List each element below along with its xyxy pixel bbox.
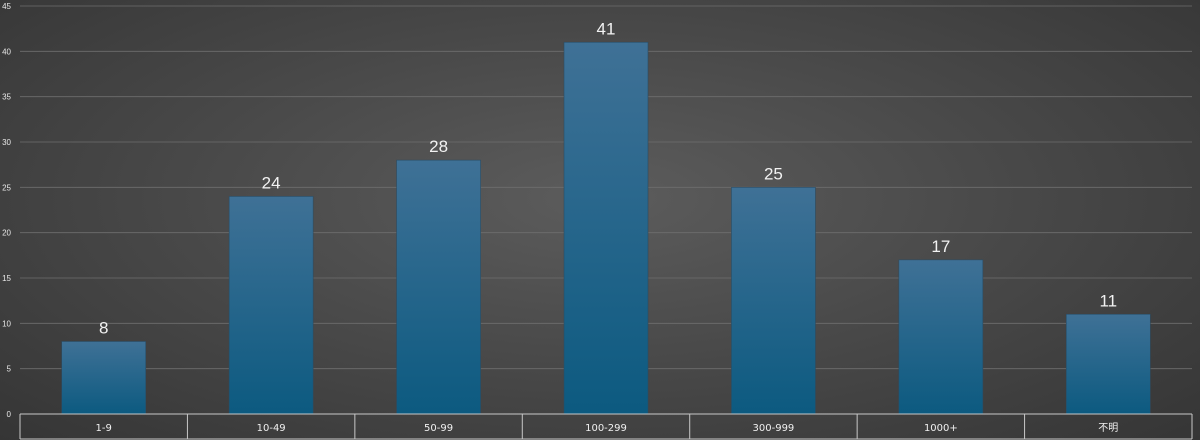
data-labels: 8 24 28 41 25 17 11	[99, 19, 1117, 337]
bar-6	[898, 259, 984, 415]
y-tick-label: 5	[7, 365, 12, 374]
bars	[61, 41, 1151, 415]
x-tick-label: 10-49	[257, 423, 286, 434]
bar-3	[396, 159, 481, 415]
x-tick-label: 300-999	[753, 423, 795, 434]
y-tick-label: 40	[2, 47, 11, 56]
bar-1	[61, 341, 147, 415]
bar-7	[1065, 313, 1151, 415]
data-label: 24	[262, 173, 281, 192]
bar-2	[228, 196, 314, 415]
data-label: 17	[931, 237, 950, 256]
x-tick-label: 100-299	[585, 423, 627, 434]
data-label: 8	[99, 318, 108, 337]
x-tick-label: 1000+	[924, 423, 958, 434]
y-tick-label: 25	[2, 183, 11, 192]
data-label: 41	[597, 19, 616, 38]
y-axis-ticks: 0 5 10 15 20 25 30 35 40 45	[2, 2, 11, 419]
y-tick-label: 30	[2, 138, 11, 147]
data-label: 28	[429, 137, 448, 156]
y-tick-label: 45	[2, 2, 11, 11]
x-axis-table: 1-9 10-49 50-99 100-299 300-999 1000+ 不明	[19, 413, 1193, 440]
y-tick-label: 10	[2, 319, 11, 328]
bar-4	[563, 41, 649, 415]
y-tick-label: 0	[7, 410, 12, 419]
y-tick-label: 20	[2, 229, 11, 238]
y-tick-label: 35	[2, 93, 11, 102]
x-tick-label: 不明	[1098, 422, 1118, 434]
y-tick-label: 15	[2, 274, 11, 283]
data-label: 25	[764, 164, 783, 183]
bar-5	[731, 187, 816, 415]
x-tick-label: 50-99	[424, 423, 453, 434]
x-tick-label: 1-9	[96, 423, 112, 434]
data-label: 11	[1099, 291, 1117, 310]
